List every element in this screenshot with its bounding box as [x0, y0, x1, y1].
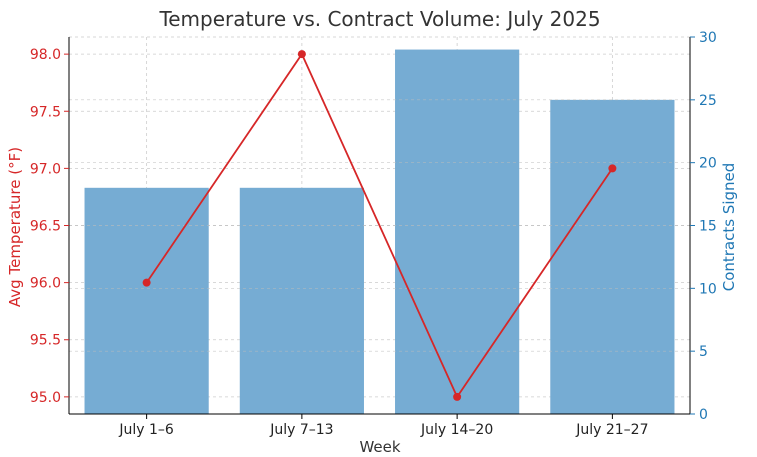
x-tick-label: July 14–20	[420, 422, 493, 438]
left-tick-label: 95.0	[30, 390, 61, 406]
temperature-line	[145, 52, 614, 399]
left-tick-label: 97.0	[30, 161, 61, 177]
bar	[84, 187, 209, 414]
axes: 95.0 95.5 96.0 96.5 97.0 97.5 98.0 0 5 10 15 20 25 30…	[30, 30, 717, 438]
y-axis-label-left: Avg Temperature (°F)	[6, 147, 24, 307]
left-tick-label: 96.0	[30, 276, 61, 292]
temperature-point	[453, 392, 462, 401]
left-tick-label: 97.5	[30, 104, 61, 120]
right-tick-label: 10	[699, 281, 717, 297]
left-tick-label: 98.0	[30, 47, 61, 63]
x-tick-label: July 21–27	[575, 422, 648, 438]
right-tick-label: 15	[699, 219, 717, 235]
right-tick-label: 30	[699, 30, 717, 46]
left-tick-label: 96.5	[30, 219, 61, 235]
bar-series	[69, 36, 690, 415]
temperature-point	[142, 278, 151, 287]
right-tick-label: 20	[699, 156, 717, 172]
x-axis-label: Week	[359, 438, 400, 456]
x-tick-label: July 7–13	[269, 422, 333, 438]
temperature-point	[297, 50, 306, 59]
right-tick-label: 5	[699, 344, 708, 360]
bar	[239, 187, 364, 414]
x-tick-label: July 1–6	[118, 422, 174, 438]
line-series	[142, 50, 617, 401]
chart-title: Temperature vs. Contract Volume: July 20…	[158, 7, 600, 31]
temperature-point	[608, 164, 617, 173]
bar	[395, 49, 520, 415]
left-tick-label: 95.5	[30, 333, 61, 349]
right-tick-label: 0	[699, 407, 708, 423]
bar	[550, 99, 675, 414]
right-tick-label: 25	[699, 93, 717, 109]
y-axis-label-right: Contracts Signed	[720, 163, 738, 292]
